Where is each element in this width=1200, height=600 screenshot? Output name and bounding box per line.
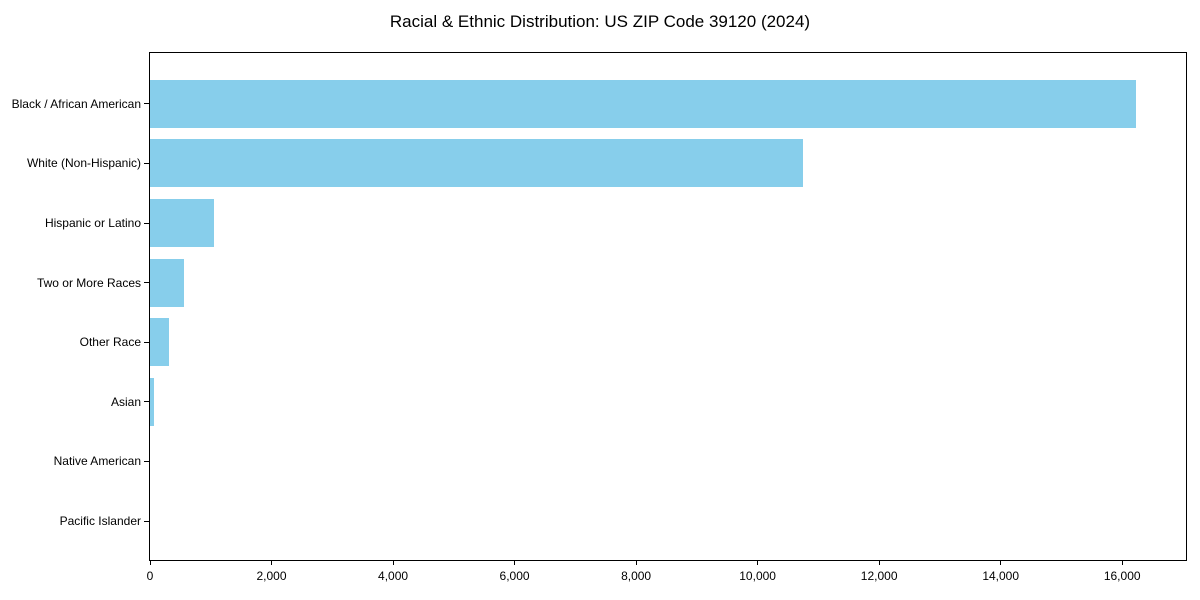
x-tick-mark: [1121, 560, 1123, 565]
x-tick-mark: [1000, 560, 1002, 565]
y-tick-mark: [144, 103, 149, 105]
y-tick-label: Native American: [53, 454, 141, 469]
x-tick-label: 6,000: [499, 569, 530, 583]
plot-area: Black / African American White (Non-Hispa…: [12, 52, 1187, 583]
x-tick-label: 12,000: [860, 569, 898, 583]
y-tick-label: Asian: [110, 394, 141, 409]
x-tick-label: 2,000: [256, 569, 287, 583]
y-tick-label: White (Non-Hispanic): [26, 156, 141, 171]
x-tick-label: 14,000: [982, 569, 1020, 583]
x-tick-label: 16,000: [1103, 569, 1141, 583]
bar: [150, 258, 185, 307]
x-tick-mark: [757, 560, 759, 565]
x-tick-mark: [149, 560, 151, 565]
y-tick-label: Other Race: [79, 335, 141, 350]
x-tick-mark: [271, 560, 273, 565]
y-tick-mark: [144, 222, 149, 224]
bar: [150, 139, 804, 188]
y-tick-mark: [144, 282, 149, 284]
y-tick-label: Hispanic or Latino: [44, 216, 141, 230]
bar: [150, 79, 1136, 128]
y-tick-mark: [144, 460, 149, 462]
x-tick-mark: [514, 560, 516, 565]
x-tick-mark: [392, 560, 394, 565]
y-tick-mark: [144, 341, 149, 343]
y-tick-label: Pacific Islander: [59, 514, 141, 528]
bar: [150, 199, 214, 247]
y-tick-mark: [144, 401, 149, 403]
bar: [150, 318, 169, 367]
y-tick-label: Black / African American: [11, 96, 141, 111]
y-tick-mark: [144, 520, 149, 522]
x-tick-label: 10,000: [739, 569, 776, 583]
bar: [150, 377, 154, 426]
y-tick-mark: [144, 162, 149, 164]
x-tick-label: 8,000: [621, 569, 652, 583]
x-tick-mark: [635, 560, 637, 565]
x-tick-label: 4,000: [378, 569, 409, 583]
y-tick-label: Two or More Races: [36, 275, 141, 290]
x-tick-mark: [878, 560, 880, 565]
x-tick-label: 0: [146, 569, 154, 583]
chart-title: Racial & Ethnic Distribution: US ZIP Cod…: [389, 12, 811, 31]
